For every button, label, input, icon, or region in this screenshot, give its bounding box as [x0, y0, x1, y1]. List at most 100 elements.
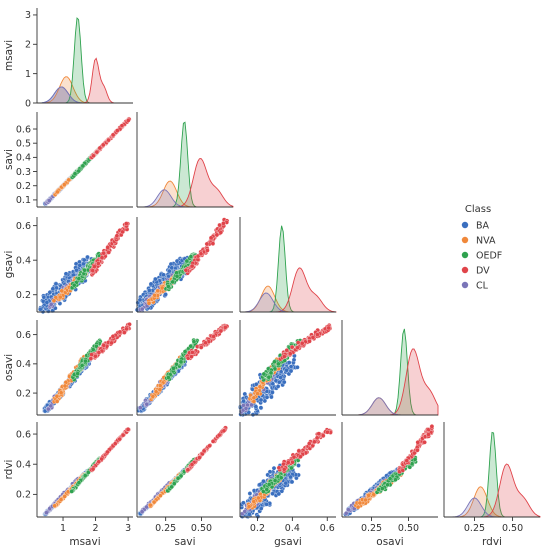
panel-gsavi-vs-msavi-point-ba	[47, 290, 53, 295]
panel-gsavi-vs-savi-point-dv	[221, 221, 226, 226]
panel-gsavi-vs-msavi-point-cl	[48, 302, 54, 307]
panel-gsavi-vs-msavi-point-dv	[96, 261, 101, 266]
panel-rdvi-vs-msavi-point-oedf	[76, 480, 82, 485]
panel-gsavi-vs-msavi-point-ba	[53, 281, 59, 287]
panel-osavi-vs-gsavi-point-cl	[243, 406, 249, 411]
gsavi-y-tick-label: 0.6	[16, 221, 31, 232]
panel-gsavi-vs-msavi-point-dv	[99, 255, 105, 260]
panel-gsavi-vs-savi-point-dv	[205, 248, 210, 253]
panel-gsavi-vs-msavi-point-dv	[106, 250, 111, 255]
panel-osavi-vs-gsavi-point-dv	[326, 325, 332, 331]
panel-gsavi-vs-msavi-point-nva	[59, 288, 65, 294]
panel-rdvi-vs-savi-point-oedf	[172, 481, 177, 486]
panel-osavi-vs-savi-point-nva	[157, 383, 163, 388]
panel-gsavi-vs-savi-point-oedf	[188, 254, 194, 259]
panel-osavi-vs-gsavi-point-dv	[295, 345, 300, 350]
panel-gsavi-vs-savi-point-nva	[159, 285, 165, 291]
panel-rdvi-vs-gsavi-point-ba	[289, 479, 295, 485]
msavi-x-tick-label: 2	[93, 523, 99, 534]
panel-osavi-vs-msavi-point-nva	[62, 383, 68, 389]
panel-osavi-vs-msavi-point-dv	[89, 352, 94, 357]
panel-savi-vs-msavi-point-dv	[100, 142, 106, 148]
panel-osavi-vs-gsavi-point-dv	[289, 344, 295, 350]
panel-rdvi-vs-gsavi-point-nva	[246, 504, 252, 509]
rdvi-y-axis-label: rdvi	[3, 460, 15, 480]
panel-savi-vs-msavi-point-dv	[94, 149, 100, 155]
panel-osavi-vs-gsavi-point-ba	[241, 398, 246, 404]
panel-gsavi-vs-gsavi-kde-dv	[240, 267, 337, 313]
panel-osavi-vs-savi-point-dv	[203, 340, 208, 346]
panel-osavi-vs-gsavi-point-dv	[307, 339, 312, 344]
panel-gsavi-vs-msavi-point-dv	[124, 221, 129, 226]
panel-rdvi-vs-gsavi-point-ba	[247, 512, 252, 517]
panel-osavi-vs-gsavi-point-ba	[253, 404, 259, 409]
panel-osavi-vs-savi-point-nva	[153, 389, 159, 395]
panel-savi-vs-msavi-point-dv	[110, 132, 116, 138]
panel-osavi-vs-msavi-point-dv	[110, 334, 116, 339]
panel-rdvi-vs-savi-point-cl	[139, 509, 145, 515]
panel-gsavi-vs-savi-point-dv	[183, 267, 189, 273]
panel-osavi-vs-gsavi-point-dv	[310, 335, 316, 340]
panel-osavi-vs-savi-point-oedf	[182, 349, 188, 354]
panel-gsavi-vs-savi-point-ba	[147, 288, 152, 293]
msavi-x-axis-label: msavi	[69, 536, 100, 548]
panel-savi-vs-msavi-point-nva	[66, 177, 72, 183]
panel-gsavi-vs-msavi-point-dv	[92, 264, 97, 269]
panel-osavi-vs-savi-point-nva	[150, 394, 156, 399]
gsavi-y-tick-label: 0.2	[16, 290, 31, 301]
panel-gsavi-vs-savi-point-ba	[153, 276, 158, 282]
osavi-y-tick-label: 0.4	[16, 359, 31, 370]
panel-gsavi-vs-msavi-point-ba	[81, 257, 87, 263]
panel-osavi-vs-msavi-point-oedf	[83, 358, 88, 364]
msavi-y-tick-label: 2	[25, 40, 31, 51]
panel-osavi-vs-gsavi-point-ba	[288, 368, 294, 374]
panel-gsavi-vs-savi-point-cl	[139, 306, 145, 312]
panel-gsavi-vs-savi-point-nva	[152, 293, 157, 298]
savi-x-axis-label: savi	[174, 536, 195, 548]
panel-osavi-vs-savi-point-oedf	[171, 366, 176, 371]
panel-rdvi-vs-msavi-point-cl	[44, 510, 49, 515]
panel-osavi-vs-gsavi-point-dv	[315, 332, 320, 337]
panel-osavi-vs-savi-point-dv	[211, 334, 216, 339]
panel-gsavi-vs-msavi-point-nva	[51, 298, 57, 303]
panel-gsavi-vs-savi	[134, 217, 230, 313]
panel-rdvi-vs-savi-point-dv	[207, 443, 212, 449]
panel-savi-vs-savi	[137, 121, 234, 208]
panel-osavi-vs-msavi-point-dv	[122, 330, 127, 335]
panel-osavi-vs-gsavi-point-ba	[270, 381, 276, 387]
panel-osavi-vs-msavi-point-oedf	[79, 363, 85, 368]
panel-osavi-vs-msavi-point-nva	[58, 390, 64, 396]
panel-rdvi-vs-gsavi-point-ba	[261, 478, 266, 484]
panel-gsavi-vs-savi-point-ba	[137, 297, 143, 303]
panel-osavi-vs-gsavi	[238, 323, 333, 417]
panel-osavi-vs-gsavi-point-ba	[258, 405, 264, 410]
panel-rdvi-vs-savi-point-dv	[197, 455, 202, 460]
panel-osavi-vs-osavi	[342, 328, 439, 416]
panel-gsavi-vs-savi-point-oedf	[174, 273, 180, 279]
panel-rdvi-vs-savi-point-dv	[201, 448, 207, 454]
panel-savi-vs-msavi-point-oedf	[72, 171, 78, 177]
panel-gsavi-vs-savi-point-nva	[155, 288, 161, 294]
panel-osavi-vs-gsavi-point-dv	[299, 340, 305, 346]
panel-osavi-vs-gsavi-point-oedf	[261, 371, 267, 377]
panel-rdvi-vs-gsavi-point-ba	[288, 474, 293, 480]
panel-gsavi-vs-gsavi-kde-oedf	[240, 225, 336, 313]
panel-rdvi-vs-msavi-point-dv	[117, 436, 122, 442]
panel-osavi-vs-savi-point-cl	[144, 401, 150, 407]
panel-osavi-vs-osavi-kde-dv	[342, 348, 439, 416]
savi-y-axis-label: savi	[3, 149, 15, 170]
panel-rdvi-vs-gsavi-point-ba	[264, 502, 269, 507]
panel-rdvi-vs-msavi-point-nva	[52, 503, 57, 509]
savi-y-tick-label: 0.3	[16, 167, 31, 178]
panel-rdvi-vs-gsavi-point-oedf	[266, 482, 272, 487]
panel-gsavi-vs-savi-point-oedf	[170, 279, 175, 285]
panel-rdvi-vs-savi-point-nva	[158, 493, 163, 498]
panel-osavi-vs-gsavi-point-nva	[255, 391, 260, 396]
panel-gsavi-vs-savi-point-nva	[146, 300, 152, 306]
panel-gsavi-vs-savi-point-dv	[217, 222, 222, 228]
panel-gsavi-vs-msavi-point-ba	[85, 254, 90, 260]
panel-gsavi-vs-savi-point-dv	[208, 235, 214, 241]
panel-rdvi-vs-msavi-point-oedf	[69, 489, 74, 494]
